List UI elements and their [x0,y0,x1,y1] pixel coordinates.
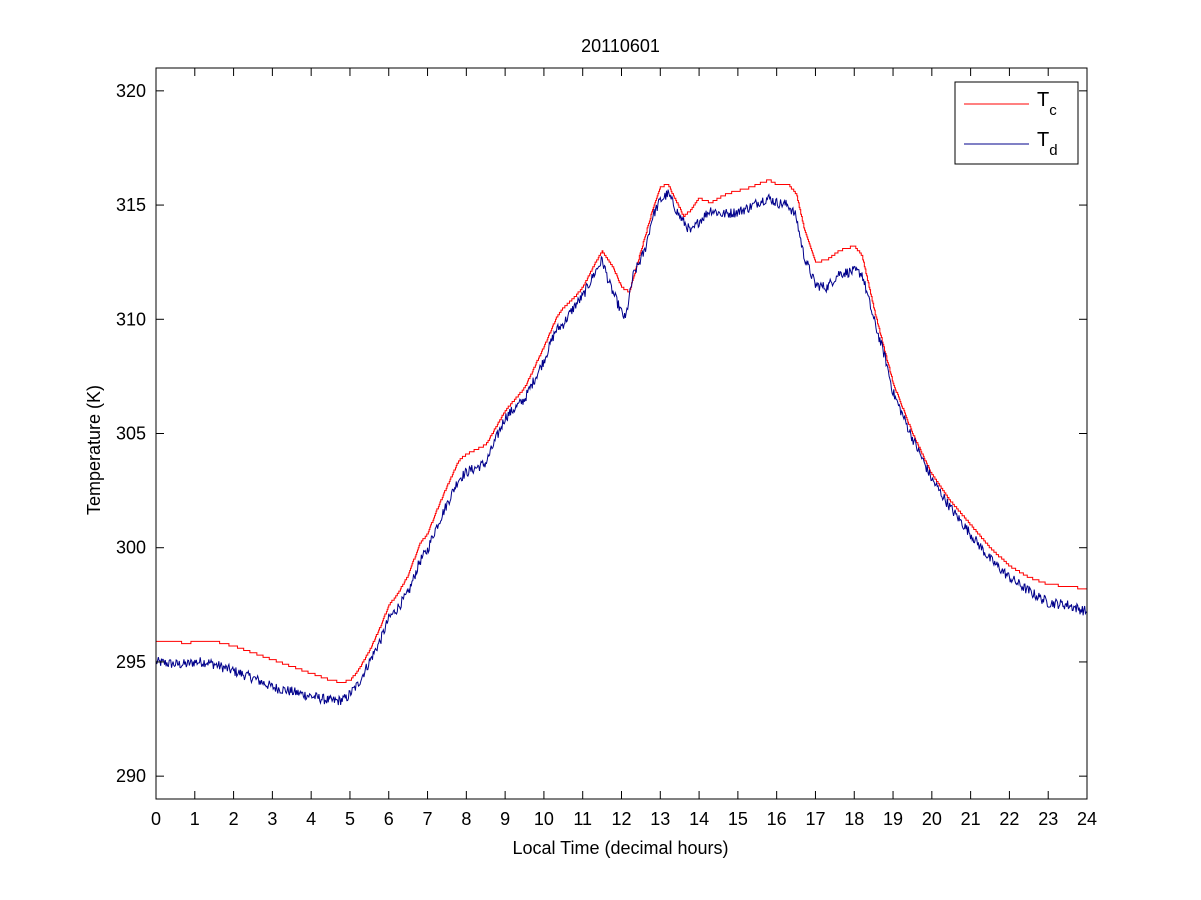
y-tick-label: 310 [116,309,146,329]
x-tick-label: 13 [650,809,670,829]
x-tick-label: 18 [844,809,864,829]
y-axis-label: Temperature (K) [84,385,104,515]
legend-box [954,81,1079,165]
plot-area: 0 1 2 3 4 5 6 7 8 9 10 11 12 13 14 15 16 17 18 19 20 21 22 23 24… [116,67,1097,829]
x-tick-label: 4 [306,809,316,829]
x-tick-label: 10 [534,809,554,829]
x-tick-label: 19 [883,809,903,829]
x-tick-label: 20 [922,809,942,829]
x-axis-label: Local Time (decimal hours) [512,838,728,858]
series-line-Td [155,189,1088,706]
y-tick-label: 295 [116,652,146,672]
x-tick-label: 3 [267,809,277,829]
x-tick-label: 22 [999,809,1019,829]
x-tick-label: 2 [229,809,239,829]
x-tick-label: 6 [384,809,394,829]
legend-entry-subscript: c [1049,102,1057,119]
chart-title: 20110601 [581,36,660,56]
x-tick-label: 14 [689,809,709,829]
x-tick-label: 17 [805,809,825,829]
x-tick-label: 5 [345,809,355,829]
x-tick-label: 8 [461,809,471,829]
y-tick-label: 315 [116,195,146,215]
x-tick-label: 1 [190,809,200,829]
x-tick-label: 24 [1077,809,1097,829]
x-tick-label: 23 [1038,809,1058,829]
x-tick-label: 15 [728,809,748,829]
x-tick-label: 11 [573,809,592,829]
x-tick-label: 9 [500,809,510,829]
legend-entry-subscript: d [1049,142,1057,159]
y-tick-label: 320 [116,81,146,101]
x-tick-label: 12 [611,809,631,829]
x-tick-label: 21 [961,809,981,829]
x-tick-label: 0 [151,809,161,829]
y-tick-label: 305 [116,424,146,444]
y-tick-label: 300 [116,538,146,558]
x-tick-label: 7 [423,809,433,829]
y-tick-label: 290 [116,766,146,786]
x-tick-label: 16 [767,809,787,829]
